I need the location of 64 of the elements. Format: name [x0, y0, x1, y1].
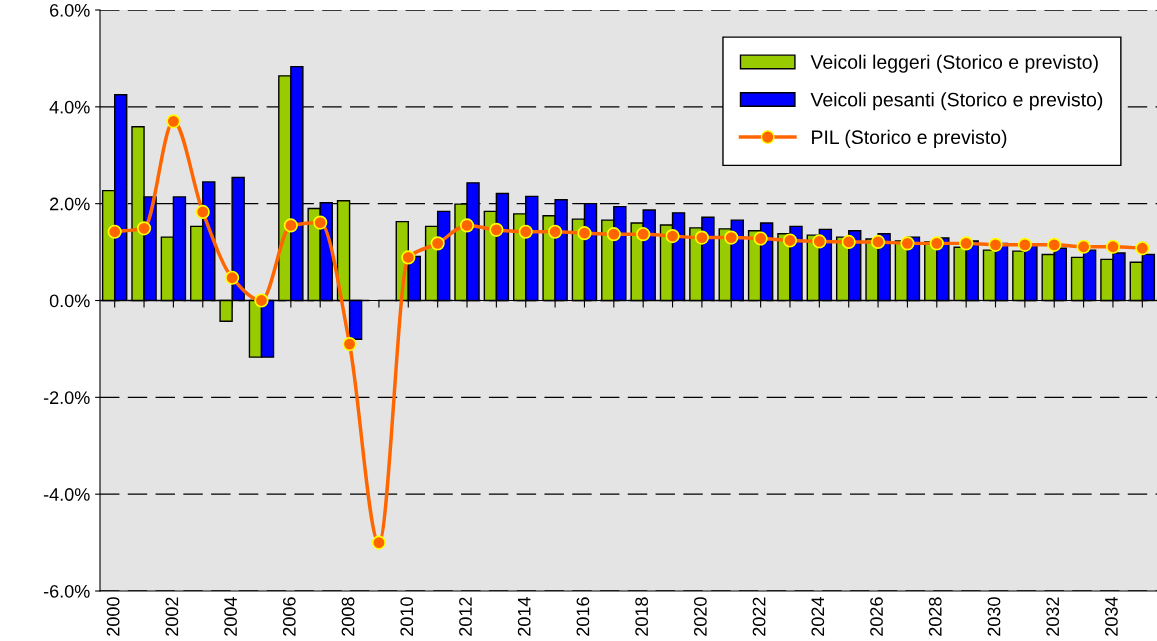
y-tick-label: -6.0% — [43, 584, 90, 598]
x-tick-label: 2012 — [459, 597, 472, 636]
y-tick-label: -2.0% — [43, 391, 90, 405]
point — [959, 236, 974, 251]
point — [1047, 237, 1062, 252]
y-tick-label: 0.0% — [49, 294, 90, 308]
point — [489, 222, 504, 237]
x-tick-label: 2028 — [928, 597, 942, 636]
x-tick-label: 2030 — [987, 597, 1001, 636]
point — [1105, 239, 1121, 254]
point — [606, 227, 621, 242]
x-tick-label: 2016 — [576, 597, 590, 636]
x-tick-label: 2014 — [517, 597, 531, 636]
point — [254, 293, 269, 308]
x-tick-label: 2008 — [341, 597, 355, 636]
x-tick-label: 2006 — [282, 597, 296, 636]
point — [665, 229, 680, 244]
x-tick-label: 2010 — [400, 597, 414, 636]
point — [548, 224, 563, 239]
y-tick-label: 2.0% — [50, 197, 90, 211]
point — [225, 270, 240, 285]
point — [694, 230, 709, 245]
x-tick-label: 2022 — [752, 597, 766, 636]
point — [518, 224, 533, 239]
point — [988, 237, 1003, 252]
x-tick-label: 2026 — [870, 597, 883, 636]
point — [107, 224, 122, 239]
y-tick-label: 4.0% — [49, 100, 90, 114]
point — [342, 336, 357, 352]
y-tick-label: -4.0% — [43, 488, 90, 501]
x-tick-label: 2002 — [165, 597, 179, 636]
point — [929, 236, 944, 251]
point — [812, 234, 827, 249]
point — [195, 204, 210, 219]
point — [900, 236, 915, 251]
legend-label: Veicoli leggeri (Storico e previsto) — [810, 54, 1098, 73]
point — [870, 234, 886, 250]
point — [753, 231, 768, 246]
point — [1076, 239, 1091, 254]
x-tick-label: 2020 — [693, 597, 707, 636]
x-tick-label: 2004 — [224, 597, 237, 636]
point — [636, 227, 651, 242]
point — [136, 221, 152, 236]
y-tick-label: 6.0% — [50, 3, 90, 17]
point — [166, 114, 181, 129]
point — [1017, 237, 1032, 252]
x-tick-label: 2024 — [811, 597, 825, 636]
point — [841, 234, 856, 250]
point — [371, 535, 387, 550]
point — [1135, 241, 1150, 256]
x-tick-label: 2018 — [635, 597, 649, 636]
x-tick-label: 2034 — [1105, 597, 1118, 636]
point — [459, 218, 475, 233]
legend-label: Veicoli pesanti (Storico e previsto) — [810, 92, 1103, 111]
point — [283, 218, 298, 233]
x-tick-label: 2000 — [106, 597, 120, 636]
point — [577, 226, 592, 241]
x-tick-label: 2032 — [1046, 597, 1060, 636]
point — [724, 230, 739, 245]
point — [401, 250, 416, 265]
point — [430, 236, 445, 251]
legend-label: PIL (Storico e previsto) — [812, 129, 1007, 148]
point — [782, 233, 798, 248]
point — [313, 215, 328, 230]
